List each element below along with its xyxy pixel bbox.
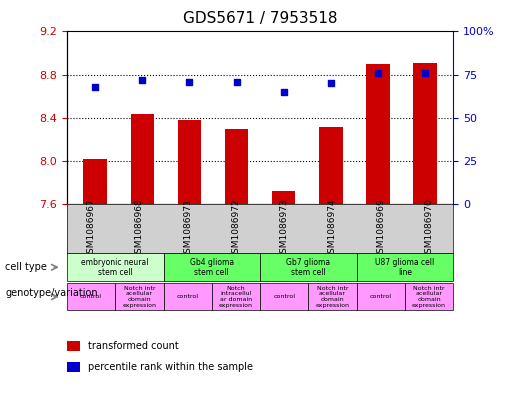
Text: GSM1086974: GSM1086974 xyxy=(328,198,337,259)
Text: genotype/variation: genotype/variation xyxy=(5,288,98,298)
Text: cell type: cell type xyxy=(5,262,47,272)
Text: control: control xyxy=(177,294,199,299)
Text: Gb4 glioma
stem cell: Gb4 glioma stem cell xyxy=(190,257,234,277)
Text: GSM1086970: GSM1086970 xyxy=(424,198,434,259)
Bar xyxy=(178,120,201,204)
Point xyxy=(327,80,335,86)
Text: GSM1086973: GSM1086973 xyxy=(280,198,289,259)
Bar xyxy=(272,191,296,204)
Title: GDS5671 / 7953518: GDS5671 / 7953518 xyxy=(183,11,337,26)
Bar xyxy=(225,129,248,204)
Text: Notch intr
acellular
domain
expression: Notch intr acellular domain expression xyxy=(412,286,446,308)
Point xyxy=(138,77,146,83)
Point xyxy=(421,70,429,76)
Text: GSM1086968: GSM1086968 xyxy=(135,198,144,259)
Bar xyxy=(413,63,437,204)
Text: U87 glioma cell
line: U87 glioma cell line xyxy=(375,257,435,277)
Text: Notch intr
acellular
domain
expression: Notch intr acellular domain expression xyxy=(123,286,157,308)
Bar xyxy=(83,159,107,204)
Text: Notch
intracellul
ar domain
expression: Notch intracellul ar domain expression xyxy=(219,286,253,308)
Text: GSM1086969: GSM1086969 xyxy=(376,198,385,259)
Point xyxy=(280,89,288,95)
Text: Gb7 glioma
stem cell: Gb7 glioma stem cell xyxy=(286,257,331,277)
Text: control: control xyxy=(273,294,295,299)
Point xyxy=(91,84,99,90)
Point xyxy=(185,79,194,85)
Bar xyxy=(130,114,154,204)
Point xyxy=(374,70,382,76)
Bar xyxy=(366,64,390,204)
Text: GSM1086972: GSM1086972 xyxy=(231,198,241,259)
Text: transformed count: transformed count xyxy=(88,341,178,351)
Text: percentile rank within the sample: percentile rank within the sample xyxy=(88,362,252,373)
Text: GSM1086971: GSM1086971 xyxy=(183,198,192,259)
Text: control: control xyxy=(370,294,392,299)
Bar xyxy=(319,127,342,204)
Point xyxy=(232,79,241,85)
Text: control: control xyxy=(80,294,102,299)
Text: GSM1086967: GSM1086967 xyxy=(87,198,96,259)
Text: Notch intr
acellular
domain
expression: Notch intr acellular domain expression xyxy=(316,286,350,308)
Text: embryonic neural
stem cell: embryonic neural stem cell xyxy=(81,257,149,277)
